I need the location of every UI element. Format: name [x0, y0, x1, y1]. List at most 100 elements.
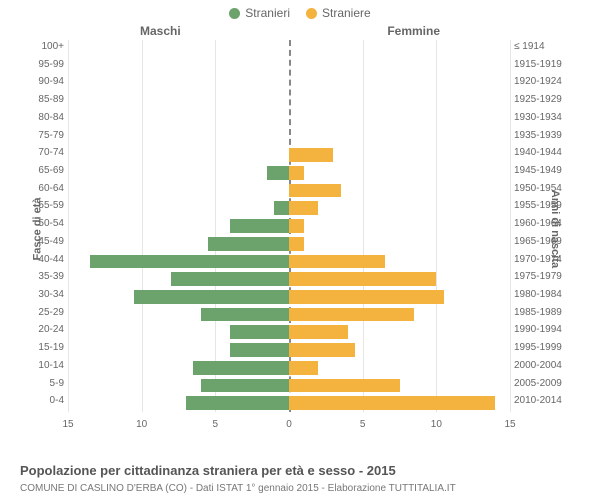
pyramid-row — [68, 58, 510, 74]
legend-label-male: Stranieri — [245, 6, 290, 20]
y-tick-birth: 1965-1969 — [514, 235, 580, 249]
legend: Stranieri Straniere — [0, 0, 600, 24]
swatch-female — [306, 8, 317, 19]
bar-female — [289, 396, 495, 410]
pyramid-row — [68, 235, 510, 251]
bar-male — [274, 201, 289, 215]
bar-female — [289, 343, 355, 357]
pyramid-row — [68, 199, 510, 215]
y-tick-birth: 1970-1974 — [514, 253, 580, 267]
y-tick-birth: 2000-2004 — [514, 359, 580, 373]
pyramid-row — [68, 323, 510, 339]
pyramid-row — [68, 253, 510, 269]
caption: Popolazione per cittadinanza straniera p… — [20, 463, 396, 478]
pyramid-row — [68, 217, 510, 233]
y-tick-age: 25-29 — [20, 306, 64, 320]
y-tick-birth: 1975-1979 — [514, 270, 580, 284]
legend-item-female: Straniere — [306, 6, 371, 20]
y-tick-age: 30-34 — [20, 288, 64, 302]
bar-female — [289, 201, 318, 215]
y-tick-birth: 1925-1929 — [514, 93, 580, 107]
y-tick-age: 100+ — [20, 40, 64, 54]
bar-female — [289, 237, 304, 251]
swatch-male — [229, 8, 240, 19]
pyramid-row — [68, 75, 510, 91]
x-tick: 10 — [136, 419, 147, 430]
y-tick-age: 0-4 — [20, 394, 64, 408]
y-tick-age: 50-54 — [20, 217, 64, 231]
y-tick-birth: 1950-1954 — [514, 182, 580, 196]
y-tick-birth: 1955-1959 — [514, 199, 580, 213]
y-tick-age: 55-59 — [20, 199, 64, 213]
bar-female — [289, 255, 385, 269]
bar-male — [230, 343, 289, 357]
pyramid-row — [68, 146, 510, 162]
bar-male — [208, 237, 289, 251]
y-tick-age: 20-24 — [20, 323, 64, 337]
bar-male — [230, 325, 289, 339]
y-tick-birth: 1935-1939 — [514, 129, 580, 143]
bar-female — [289, 379, 400, 393]
grid-line — [510, 40, 511, 412]
pyramid-row — [68, 394, 510, 410]
x-tick: 5 — [213, 419, 219, 430]
bar-male — [134, 290, 289, 304]
y-tick-birth: 1940-1944 — [514, 146, 580, 160]
y-tick-age: 60-64 — [20, 182, 64, 196]
y-tick-birth: 2005-2009 — [514, 377, 580, 391]
pyramid-row — [68, 93, 510, 109]
subcaption: COMUNE DI CASLINO D'ERBA (CO) - Dati IST… — [20, 483, 456, 494]
pyramid-row — [68, 129, 510, 145]
y-tick-birth: ≤ 1914 — [514, 40, 580, 54]
pyramid-row — [68, 164, 510, 180]
pyramid-row — [68, 270, 510, 286]
y-tick-age: 75-79 — [20, 129, 64, 143]
bar-male — [90, 255, 289, 269]
y-tick-birth: 1990-1994 — [514, 323, 580, 337]
pyramid-row — [68, 182, 510, 198]
pyramid-row — [68, 359, 510, 375]
bar-female — [289, 148, 333, 162]
bar-female — [289, 272, 436, 286]
y-tick-birth: 1980-1984 — [514, 288, 580, 302]
bar-male — [186, 396, 289, 410]
bar-female — [289, 184, 341, 198]
y-tick-age: 85-89 — [20, 93, 64, 107]
bar-male — [201, 379, 289, 393]
bar-female — [289, 166, 304, 180]
y-tick-age: 70-74 — [20, 146, 64, 160]
y-tick-age: 90-94 — [20, 75, 64, 89]
y-tick-birth: 1920-1924 — [514, 75, 580, 89]
x-tick: 10 — [431, 419, 442, 430]
y-tick-birth: 1960-1964 — [514, 217, 580, 231]
y-tick-birth: 1915-1919 — [514, 58, 580, 72]
y-tick-age: 65-69 — [20, 164, 64, 178]
y-tick-age: 80-84 — [20, 111, 64, 125]
chart-area: Maschi Femmine Fasce di età Anni di nasc… — [20, 24, 580, 434]
pyramid-row — [68, 111, 510, 127]
column-title-right: Femmine — [387, 24, 440, 38]
bar-male — [267, 166, 289, 180]
x-tick: 0 — [286, 419, 292, 430]
x-tick: 15 — [504, 419, 515, 430]
bar-female — [289, 219, 304, 233]
y-tick-birth: 1995-1999 — [514, 341, 580, 355]
y-tick-birth: 1945-1949 — [514, 164, 580, 178]
bar-female — [289, 361, 318, 375]
pyramid-row — [68, 377, 510, 393]
y-tick-birth: 1985-1989 — [514, 306, 580, 320]
legend-item-male: Stranieri — [229, 6, 290, 20]
y-tick-age: 10-14 — [20, 359, 64, 373]
pyramid-row — [68, 40, 510, 56]
y-tick-age: 15-19 — [20, 341, 64, 355]
bar-female — [289, 325, 348, 339]
pyramid-row — [68, 288, 510, 304]
bar-male — [193, 361, 289, 375]
bar-male — [201, 308, 289, 322]
y-tick-age: 95-99 — [20, 58, 64, 72]
plot — [68, 40, 510, 412]
y-tick-age: 5-9 — [20, 377, 64, 391]
y-tick-birth: 2010-2014 — [514, 394, 580, 408]
x-tick: 15 — [62, 419, 73, 430]
legend-label-female: Straniere — [322, 6, 371, 20]
